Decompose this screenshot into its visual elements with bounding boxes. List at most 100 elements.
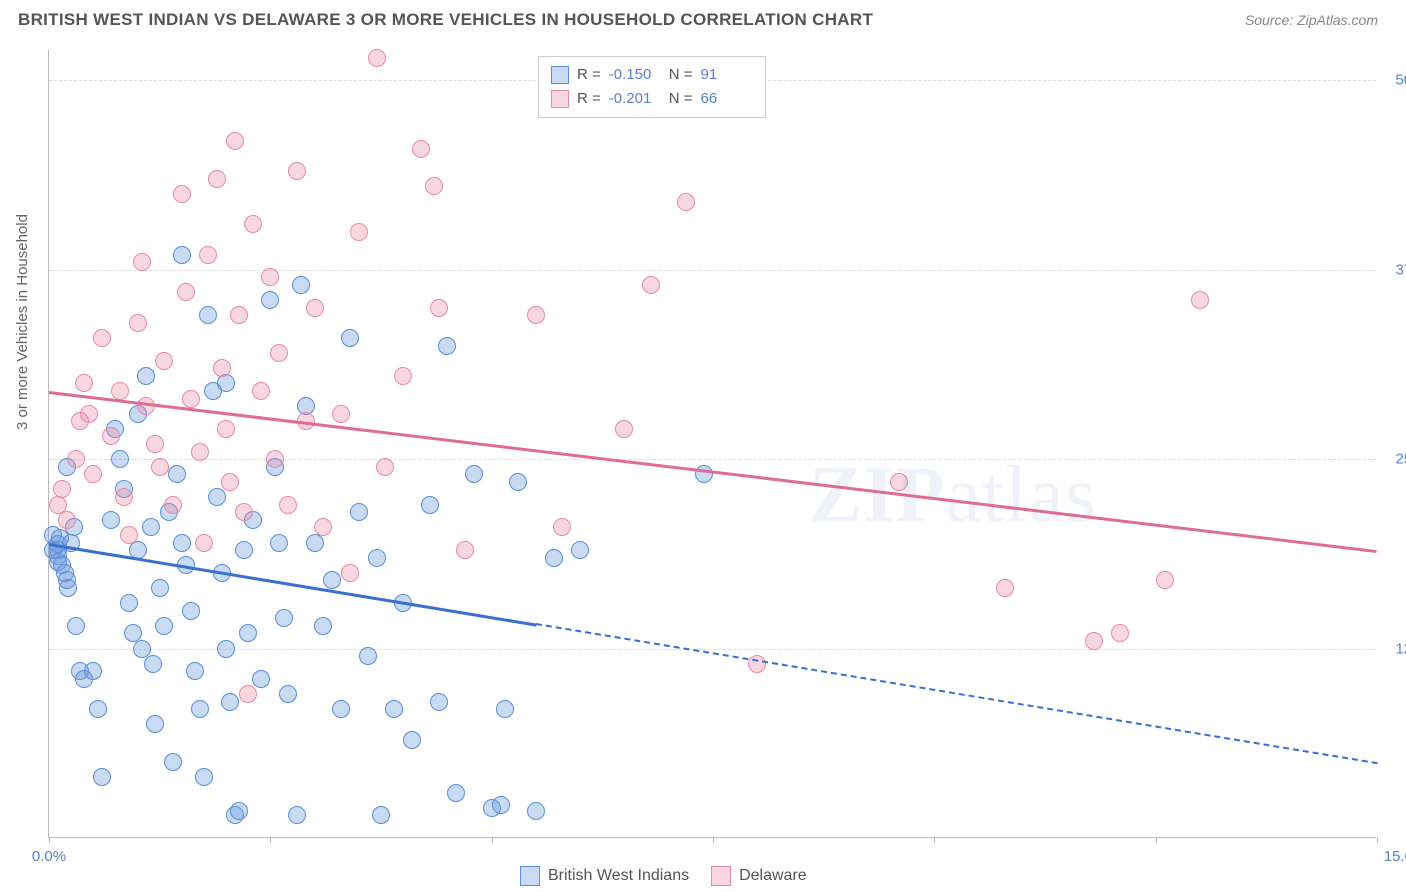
gridline-h	[49, 459, 1376, 460]
scatter-point	[84, 662, 102, 680]
x-tick-mark	[492, 837, 493, 843]
scatter-point	[199, 246, 217, 264]
scatter-point	[421, 496, 439, 514]
scatter-point	[261, 291, 279, 309]
series-legend: British West Indians Delaware	[520, 866, 807, 886]
scatter-point	[456, 541, 474, 559]
trend-line	[49, 391, 1377, 553]
scatter-point	[182, 602, 200, 620]
scatter-point	[195, 768, 213, 786]
scatter-point	[376, 458, 394, 476]
stat-value-r: -0.150	[609, 63, 661, 87]
scatter-point	[292, 276, 310, 294]
x-tick-mark	[1156, 837, 1157, 843]
legend-item: Delaware	[711, 866, 807, 886]
scatter-point	[151, 458, 169, 476]
scatter-point	[279, 685, 297, 703]
scatter-point	[266, 450, 284, 468]
scatter-point	[102, 511, 120, 529]
scatter-point	[195, 534, 213, 552]
scatter-point	[571, 541, 589, 559]
scatter-point	[67, 617, 85, 635]
scatter-point	[191, 443, 209, 461]
scatter-point	[199, 306, 217, 324]
scatter-point	[527, 802, 545, 820]
scatter-point	[53, 480, 71, 498]
scatter-point	[509, 473, 527, 491]
scatter-point	[545, 549, 563, 567]
chart-title: BRITISH WEST INDIAN VS DELAWARE 3 OR MOR…	[18, 10, 873, 30]
scatter-point	[133, 253, 151, 271]
x-tick-label: 15.0%	[1384, 848, 1406, 865]
scatter-point	[288, 806, 306, 824]
scatter-point	[235, 503, 253, 521]
scatter-point	[173, 185, 191, 203]
scatter-point	[306, 299, 324, 317]
scatter-point	[144, 655, 162, 673]
scatter-point	[270, 344, 288, 362]
scatter-point	[642, 276, 660, 294]
stat-label-r: R =	[577, 87, 601, 111]
scatter-point	[496, 700, 514, 718]
scatter-point	[137, 367, 155, 385]
scatter-point	[111, 382, 129, 400]
gridline-h	[49, 270, 1376, 271]
scatter-point	[372, 806, 390, 824]
scatter-point	[527, 306, 545, 324]
scatter-point	[890, 473, 908, 491]
scatter-point	[58, 511, 76, 529]
scatter-point	[615, 420, 633, 438]
scatter-point	[191, 700, 209, 718]
stat-value-n: 66	[701, 87, 753, 111]
scatter-point	[102, 427, 120, 445]
scatter-point	[221, 473, 239, 491]
y-tick-label: 25.0%	[1383, 451, 1406, 468]
scatter-point	[67, 450, 85, 468]
scatter-point	[239, 624, 257, 642]
watermark: ZIPatlas	[809, 450, 1097, 541]
scatter-point	[553, 518, 571, 536]
scatter-point	[80, 405, 98, 423]
scatter-point	[368, 549, 386, 567]
x-tick-mark	[1377, 837, 1378, 843]
scatter-point	[1191, 291, 1209, 309]
x-tick-label: 0.0%	[32, 848, 66, 865]
y-tick-label: 12.5%	[1383, 640, 1406, 657]
gridline-h	[49, 649, 1376, 650]
scatter-point	[146, 435, 164, 453]
stat-label-r: R =	[577, 63, 601, 87]
scatter-point	[350, 223, 368, 241]
y-axis-label: 3 or more Vehicles in Household	[14, 214, 31, 430]
x-tick-mark	[49, 837, 50, 843]
stat-label-n: N =	[669, 63, 693, 87]
scatter-point	[438, 337, 456, 355]
scatter-point	[217, 640, 235, 658]
scatter-point	[217, 420, 235, 438]
scatter-point	[173, 246, 191, 264]
scatter-point	[164, 496, 182, 514]
scatter-point	[120, 594, 138, 612]
scatter-point	[288, 162, 306, 180]
scatter-point	[213, 359, 231, 377]
scatter-point	[425, 177, 443, 195]
scatter-point	[221, 693, 239, 711]
scatter-point	[75, 374, 93, 392]
scatter-point	[93, 329, 111, 347]
scatter-point	[1085, 632, 1103, 650]
scatter-point	[239, 685, 257, 703]
scatter-point	[403, 731, 421, 749]
x-tick-mark	[713, 837, 714, 843]
scatter-point	[430, 693, 448, 711]
scatter-point	[412, 140, 430, 158]
trend-line-dashed	[536, 623, 1377, 764]
scatter-point	[89, 700, 107, 718]
scatter-point	[93, 768, 111, 786]
stat-label-n: N =	[669, 87, 693, 111]
scatter-point	[235, 541, 253, 559]
scatter-point	[341, 564, 359, 582]
legend-label: British West Indians	[548, 867, 689, 885]
scatter-point	[279, 496, 297, 514]
y-tick-label: 50.0%	[1383, 72, 1406, 89]
scatter-point	[332, 405, 350, 423]
scatter-point	[275, 609, 293, 627]
